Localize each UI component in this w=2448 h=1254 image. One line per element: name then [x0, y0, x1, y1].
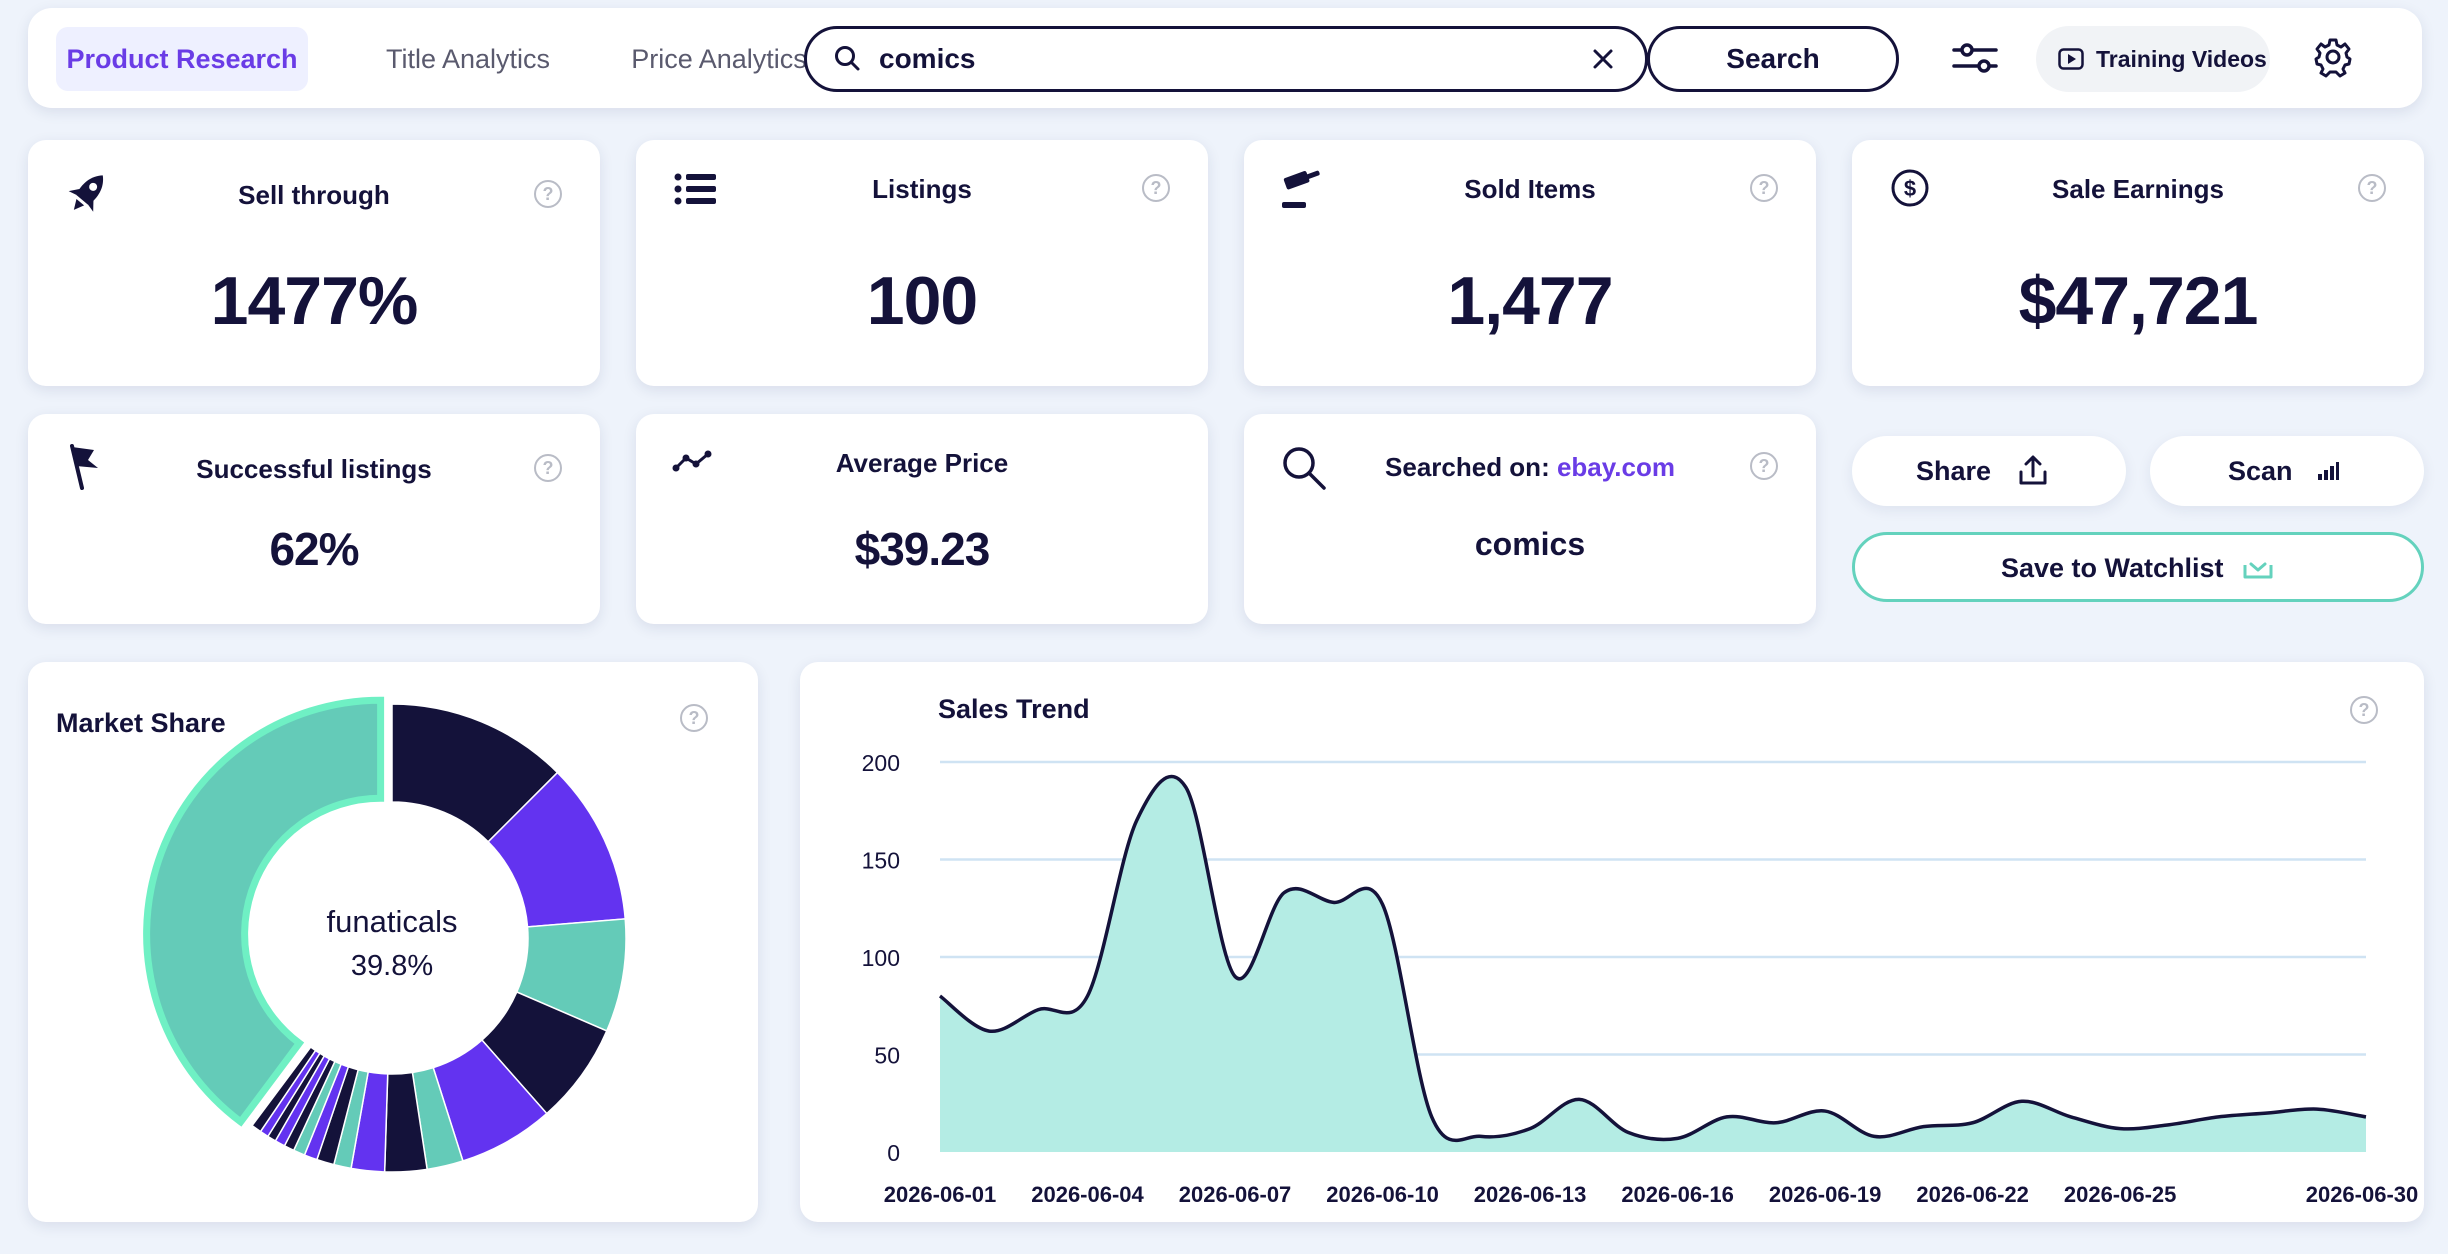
x-tick-label: 2026-06-25	[2064, 1182, 2177, 1207]
kpi-card-sale-earnings: $ Sale Earnings ? $47,721	[1852, 140, 2424, 386]
kpi-card-average-price: Average Price $39.23	[636, 414, 1208, 624]
listings-value: 100	[866, 263, 978, 339]
help-icon[interactable]: ?	[2358, 174, 2386, 202]
pie-slice[interactable]	[143, 696, 385, 1127]
y-tick-label: 0	[887, 1140, 900, 1166]
save-to-watchlist-button[interactable]: Save to Watchlist	[1852, 532, 2424, 602]
x-tick-label: 2026-06-16	[1621, 1182, 1734, 1207]
x-tick-label: 2026-06-22	[1916, 1182, 2029, 1207]
x-tick-label: 2026-06-19	[1769, 1182, 1882, 1207]
kpi-card-sell-through: Sell through ? 1477%	[28, 140, 600, 386]
y-tick-label: 100	[862, 945, 900, 971]
sales-area-fill	[940, 776, 2366, 1152]
magnifier-icon	[1283, 447, 1326, 490]
pie-slice[interactable]	[251, 1045, 317, 1133]
kpi-card-listings: Listings ? 100	[636, 140, 1208, 386]
tab-price-analytics[interactable]: Price Analytics	[631, 44, 807, 74]
save-to-watchlist-label: Save to Watchlist	[2001, 553, 2224, 583]
x-tick-label: 2026-06-10	[1326, 1182, 1439, 1207]
search-box	[804, 26, 1648, 92]
video-play-icon	[2058, 48, 2084, 70]
scan-label: Scan	[2228, 456, 2293, 486]
help-icon[interactable]: ?	[534, 180, 562, 208]
help-icon[interactable]: ?	[680, 704, 708, 732]
sales-trend-area-chart: 0 50 100 150 200 2026-06-01 2026-06-04 2026-06-…	[862, 750, 2419, 1207]
inbox-download-icon	[2243, 562, 2273, 579]
help-icon[interactable]: ?	[1750, 174, 1778, 202]
market-share-title: Market Share	[56, 708, 226, 738]
listings-title: Listings	[872, 174, 972, 204]
sell-through-title: Sell through	[238, 180, 390, 210]
gavel-icon	[1282, 170, 1320, 208]
training-videos-label: Training Videos	[2096, 46, 2267, 72]
trend-line-icon	[672, 450, 712, 472]
dollar-circle-icon: $	[1891, 169, 1929, 207]
sales-trend-title: Sales Trend	[938, 694, 1090, 724]
help-icon[interactable]: ?	[1142, 174, 1170, 202]
sold-items-title: Sold Items	[1464, 174, 1596, 204]
signal-bars-icon	[2318, 462, 2339, 480]
searched-query: comics	[1474, 526, 1586, 562]
average-price-value: $39.23	[854, 523, 991, 575]
filter-sliders-icon[interactable]	[1950, 38, 2000, 78]
sales-series-line	[938, 774, 2367, 1143]
x-tick-label: 2026-06-04	[1031, 1182, 1144, 1207]
help-icon[interactable]: ?	[2350, 696, 2378, 724]
x-tick-label: 2026-06-07	[1179, 1182, 1292, 1207]
clear-search-icon[interactable]	[1589, 45, 1617, 73]
sale-earnings-value: $47,721	[2018, 263, 2259, 339]
tab-title-analytics[interactable]: Title Analytics	[385, 44, 551, 74]
training-videos-button[interactable]: Training Videos	[2036, 26, 2270, 92]
y-tick-label: 200	[862, 750, 900, 776]
svg-text:$: $	[1904, 176, 1916, 201]
market-share-card: Market Share ? funaticals 39.8%	[28, 662, 758, 1222]
market-share-donut-chart: funaticals 39.8%	[143, 696, 627, 1173]
scan-button[interactable]: Scan	[2150, 436, 2424, 506]
searched-on-label: Searched on:	[1385, 452, 1550, 482]
y-tick-label: 150	[862, 848, 900, 874]
marketplace-link[interactable]: ebay.com	[1556, 452, 1675, 482]
share-label: Share	[1916, 456, 1992, 486]
help-icon[interactable]: ?	[534, 454, 562, 482]
list-icon	[674, 173, 716, 205]
flag-icon	[70, 444, 98, 490]
share-button[interactable]: Share	[1852, 436, 2126, 506]
x-tick-label: 2026-06-30	[2306, 1182, 2419, 1207]
average-price-title: Average Price	[835, 448, 1009, 478]
donut-center-value: 39.8%	[351, 950, 433, 982]
sales-trend-card: Sales Trend ? 0 50 100 150 200 2026-06-01 2026…	[800, 662, 2424, 1222]
x-tick-label: 2026-06-13	[1474, 1182, 1587, 1207]
upload-icon	[2019, 455, 2047, 485]
y-tick-label: 50	[874, 1043, 900, 1069]
rocket-icon	[68, 175, 104, 212]
sold-items-value: 1,477	[1447, 263, 1613, 339]
kpi-card-searched-on: Searched on: ebay.com ? comics	[1244, 414, 1816, 624]
search-button[interactable]: Search	[1647, 26, 1899, 92]
donut-center-name: funaticals	[327, 904, 458, 939]
searched-on-title: Searched on: ebay.com	[1244, 452, 1816, 483]
kpi-card-sold-items: Sold Items ? 1,477	[1244, 140, 1816, 386]
sell-through-value: 1477%	[210, 263, 419, 339]
successful-listings-title: Successful listings	[196, 454, 432, 484]
help-icon[interactable]: ?	[1750, 452, 1778, 480]
settings-gear-icon[interactable]	[2312, 36, 2354, 78]
tab-product-research[interactable]: Product Research	[56, 27, 308, 91]
successful-listings-value: 62%	[269, 523, 359, 575]
kpi-card-successful-listings: Successful listings ? 62%	[28, 414, 600, 624]
x-tick-label: 2026-06-01	[884, 1182, 997, 1207]
search-input[interactable]	[879, 39, 1559, 79]
sale-earnings-title: Sale Earnings	[2052, 174, 2224, 204]
search-icon	[835, 46, 860, 71]
